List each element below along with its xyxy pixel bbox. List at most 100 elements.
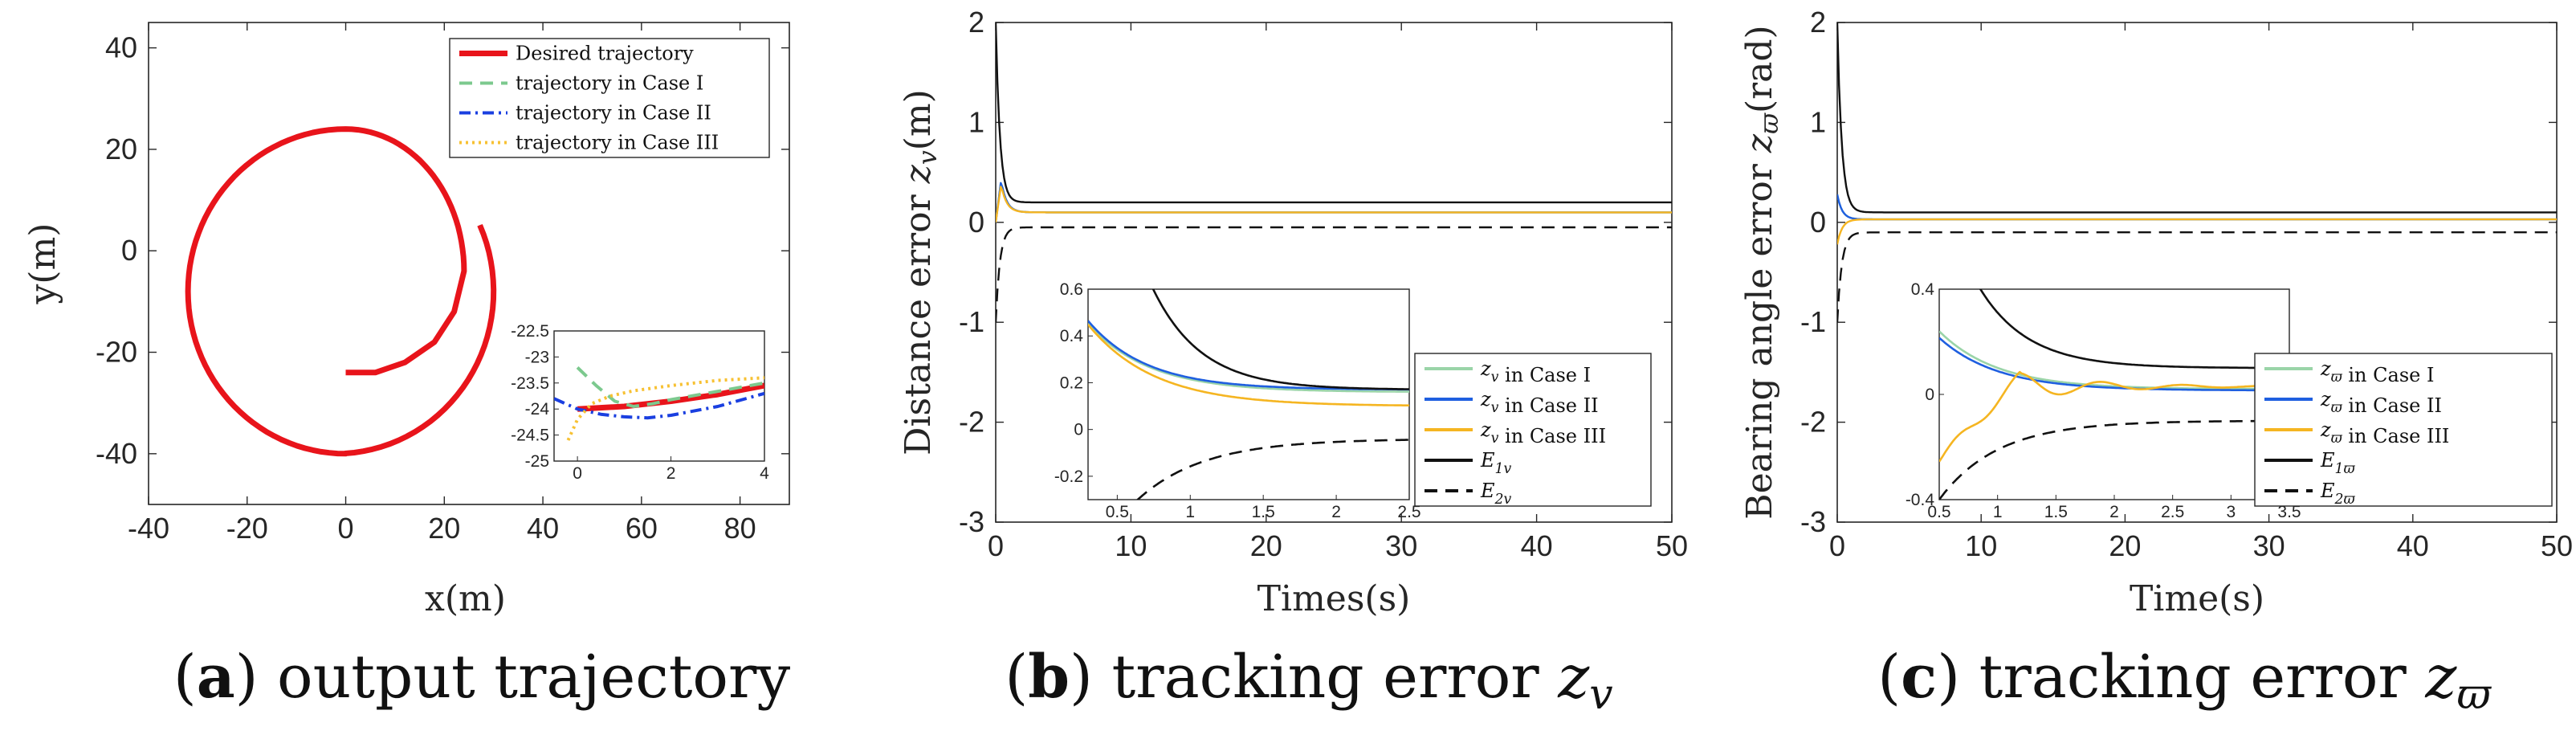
caption-c: (c) tracking error zϖ xyxy=(1877,643,2492,719)
caption-text: tracking error xyxy=(1111,643,1558,712)
caption-letter: b xyxy=(1028,643,1070,712)
label-text: in Case II xyxy=(2342,394,2442,417)
panel-a-ytick-label: 20 xyxy=(105,133,137,165)
caption-paren: ) xyxy=(1070,643,1111,712)
panel-b-ytick-label: -1 xyxy=(959,305,984,338)
inset-c-curve-1 xyxy=(1939,337,2289,392)
series-b-2 xyxy=(996,186,1672,223)
panel-b-ytick-label: -2 xyxy=(959,406,984,439)
inset-c-frame xyxy=(1938,288,2290,500)
inset-b-ytick-label: -0.2 xyxy=(1054,467,1083,486)
panel-c-xtick-label: 30 xyxy=(2253,529,2285,562)
panel-b-xtick-label: 50 xyxy=(1656,529,1688,562)
label-text: trajectory in Case III xyxy=(516,132,719,154)
label-subscript: ϖ xyxy=(2331,431,2343,447)
series-c-2 xyxy=(1837,218,2557,245)
inset-c-ytick-label: -0.4 xyxy=(1906,491,1935,509)
inset-a-xtick-label: 0 xyxy=(573,464,582,483)
label-text: in Case III xyxy=(1498,425,1606,447)
label-text: in Case II xyxy=(1498,394,1598,417)
inset-a-xtick-label: 2 xyxy=(666,464,676,483)
caption-text: tracking error xyxy=(1979,643,2426,712)
inset-c-xtick-label: 1.5 xyxy=(2044,503,2068,521)
inset-a-ytick-label: -24 xyxy=(525,400,550,418)
panel-c-ylabel-group: Bearing angle error zϖ(rad) xyxy=(1739,25,1784,519)
panel-c-xtick-label: 0 xyxy=(1829,529,1845,562)
legend-c-entry: zϖ in Case I xyxy=(2320,357,2434,386)
inset-b-xtick-label: 1.5 xyxy=(1252,503,1275,521)
inset-c-ytick-label: 0 xyxy=(1925,386,1934,404)
legend-c-entry: zϖ in Case III xyxy=(2320,418,2449,447)
panel-a-xtick-label: 60 xyxy=(626,512,658,545)
label-text: x(m) xyxy=(425,578,506,619)
label-subscript: ϖ xyxy=(2331,400,2343,416)
inset-b-ytick-label: 0.2 xyxy=(1060,374,1083,392)
caption-letter: a xyxy=(197,643,235,712)
inset-c-xtick-label: 0.5 xyxy=(1927,503,1950,521)
legend-b-entry: zv in Case II xyxy=(1480,388,1599,417)
caption-subscript: v xyxy=(1589,671,1612,719)
inset-b-frame xyxy=(1087,288,1410,500)
panel-c-xtick-label: 20 xyxy=(2109,529,2141,562)
panel-a-xtick-label: 20 xyxy=(428,512,460,545)
label-symbol: z xyxy=(1480,388,1491,410)
inset-b-curve-4 xyxy=(1136,439,1409,500)
panel-c-xlabel: Time(s) xyxy=(2130,578,2264,619)
caption-paren: ) xyxy=(1937,643,1979,712)
label-subscript: 1v xyxy=(1495,461,1512,477)
inset-c-xtick-label: 1 xyxy=(1993,503,2003,521)
legend-b-entry: E1v xyxy=(1480,449,1512,477)
panel-b-ytick-label: 0 xyxy=(968,206,984,239)
caption-symbol: z xyxy=(2424,643,2457,712)
panel-c-ytick-label: 2 xyxy=(1810,6,1826,39)
panel-c-ytick-label: -1 xyxy=(1800,305,1826,338)
series-c-3 xyxy=(1837,22,2557,214)
inset-c-curve-0 xyxy=(1939,330,2289,390)
label-subscript: v xyxy=(914,150,943,165)
inset-c-xtick-label: 3.5 xyxy=(2277,503,2301,521)
caption-paren: ( xyxy=(1005,643,1028,712)
inset-b-curve-3 xyxy=(1151,289,1409,390)
inset-a-ytick-label: -23 xyxy=(525,348,549,366)
label-subscript: v xyxy=(1491,400,1499,416)
label-symbol: z xyxy=(2320,357,2331,380)
panel-b-xlabel: Times(s) xyxy=(1257,578,1411,619)
inset-c-curve-4 xyxy=(1939,419,2289,500)
panel-c-ytick-label: -3 xyxy=(1800,505,1826,538)
panel-c-xtick-label: 10 xyxy=(1965,529,1997,562)
panel-c-ytick-label: 0 xyxy=(1810,206,1826,239)
panel-b-ytick-label: 2 xyxy=(968,6,984,39)
legend-b-entry: zv in Case I xyxy=(1480,357,1591,386)
panel-c-ytick-label: 1 xyxy=(1810,105,1826,138)
inset-b-ytick-label: 0.4 xyxy=(1060,327,1084,345)
panel-b-xtick-label: 20 xyxy=(1250,529,1282,562)
legend-b-entry: E2v xyxy=(1480,480,1512,508)
label-symbol: E xyxy=(2320,449,2335,472)
inset-b-xtick-label: 0.5 xyxy=(1106,503,1129,521)
panel-a-xlabel: x(m) xyxy=(425,578,506,619)
inset-b-ytick-label: 0 xyxy=(1074,421,1083,439)
panel-b-ylabel: Distance error zv(m) xyxy=(898,89,943,455)
label-text: Desired trajectory xyxy=(516,43,694,65)
legend-a-entry: trajectory in Case III xyxy=(516,132,719,154)
label-subscript: ϖ xyxy=(2331,370,2343,386)
legend-a-entry: trajectory in Case II xyxy=(516,102,711,125)
panel-b-ylabel-group: Distance error zv(m) xyxy=(898,89,943,455)
series-b-4 xyxy=(996,226,1672,323)
label-suffix: (rad) xyxy=(1739,25,1780,113)
caption-paren: ( xyxy=(1877,643,1901,712)
inset-a-case3 xyxy=(566,376,764,441)
label-symbol: z xyxy=(2320,418,2331,441)
label-subscript: 2v xyxy=(1494,492,1512,508)
label-subscript: v xyxy=(1491,370,1499,386)
legend-c-entry: zϖ in Case II xyxy=(2320,388,2442,417)
label-symbol: z xyxy=(1739,133,1780,153)
panel-a-xtick-label: -40 xyxy=(128,512,169,545)
label-text: Distance error xyxy=(898,183,939,455)
inset-b-xtick-label: 1 xyxy=(1185,503,1195,521)
panel-b-ytick-label: -3 xyxy=(959,505,984,538)
caption-b: (b) tracking error zv xyxy=(1005,643,1612,719)
caption-symbol: z xyxy=(1557,643,1590,712)
inset-a-frame xyxy=(553,330,765,462)
caption-paren: ) xyxy=(235,643,277,712)
